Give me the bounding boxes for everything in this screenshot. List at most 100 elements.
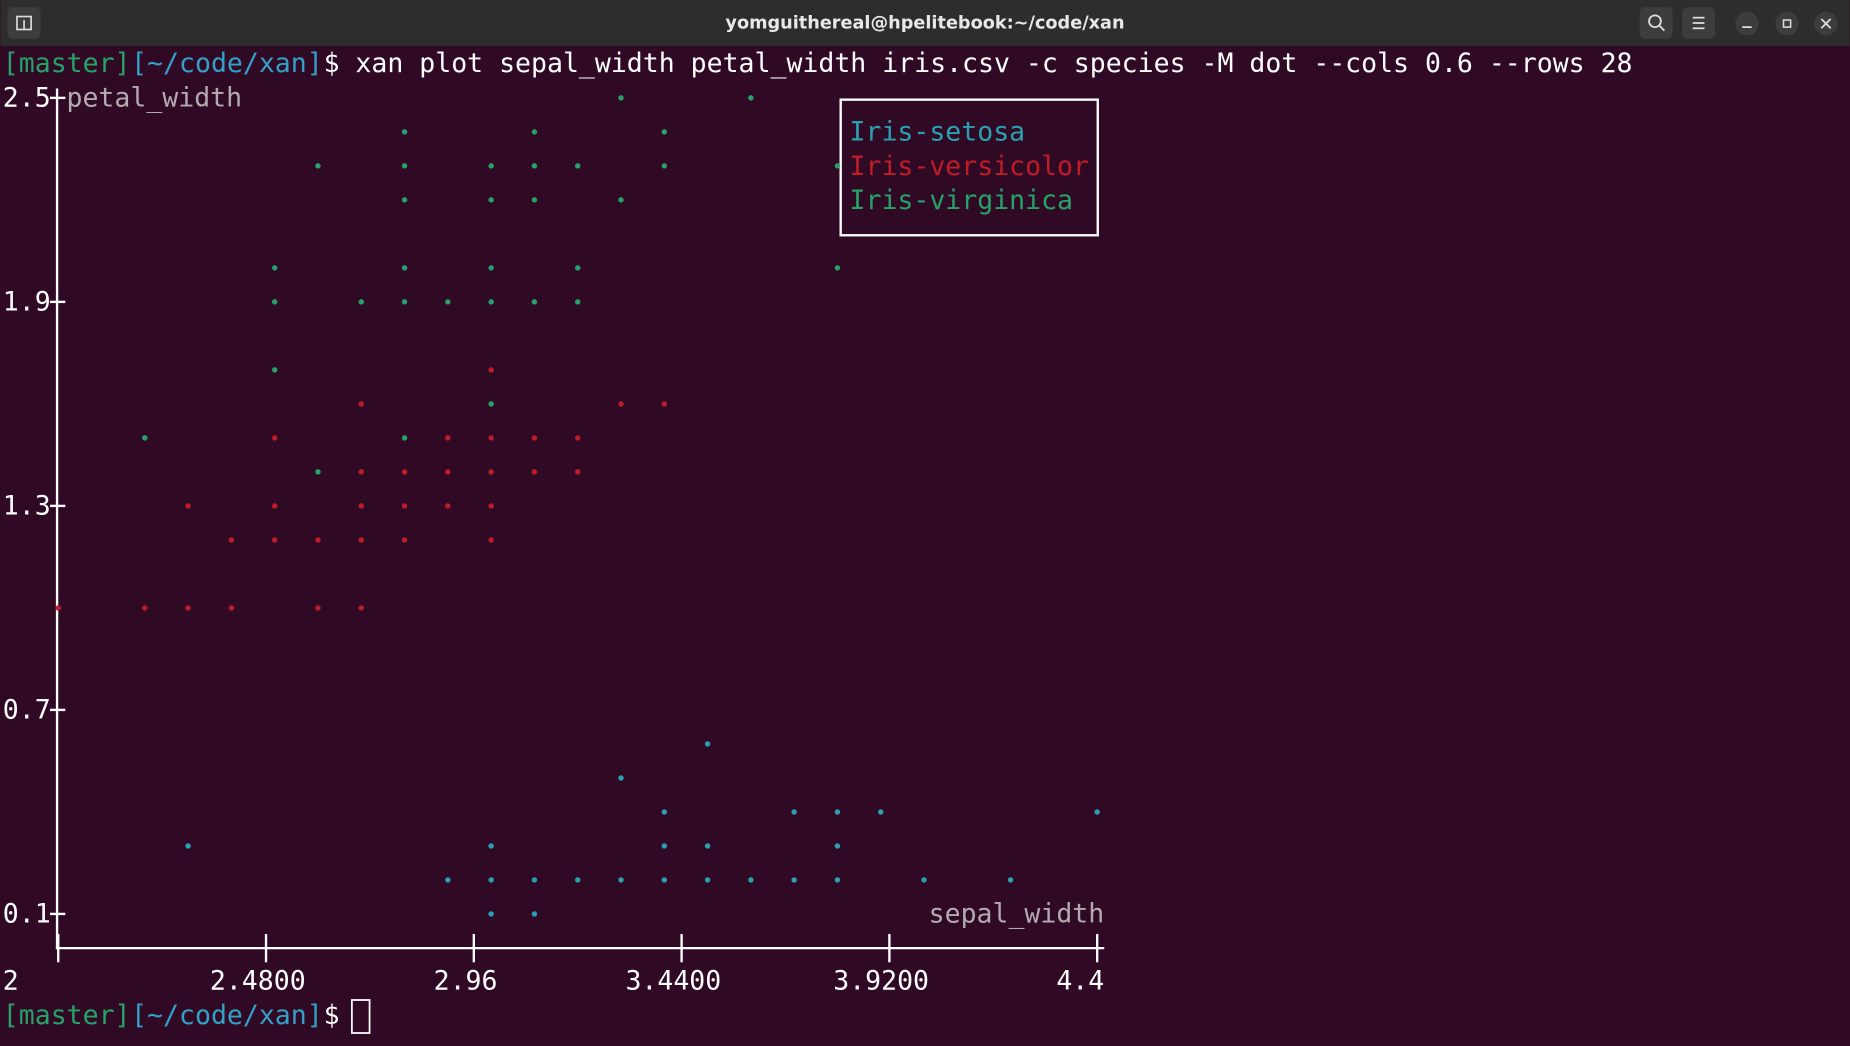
data-point [445, 299, 451, 305]
data-point [401, 299, 408, 305]
data-point [358, 401, 364, 407]
data-point [142, 435, 148, 441]
data-point [488, 435, 494, 441]
data-point [488, 367, 494, 373]
data-point [661, 163, 667, 169]
data-point [531, 877, 538, 883]
data-point [574, 469, 581, 475]
data-point [488, 469, 494, 475]
data-point [834, 843, 841, 849]
y-tick-label: 1.3 [3, 490, 51, 521]
data-point [878, 809, 884, 815]
prompt-dir: [~/code/xan] [131, 48, 323, 79]
data-point [315, 605, 321, 611]
data-point [834, 877, 841, 883]
x-axis-label: sepal_width [929, 898, 1105, 929]
data-point [271, 503, 278, 509]
data-point [488, 163, 494, 169]
data-point [574, 877, 581, 883]
legend-entry: Iris-setosa [850, 117, 1026, 148]
data-point [358, 605, 364, 611]
data-point [1094, 809, 1100, 815]
data-point [271, 299, 278, 305]
data-point [834, 265, 841, 271]
data-point [358, 469, 364, 475]
title-bar [0, 0, 1850, 46]
data-point [488, 197, 494, 203]
data-point [661, 129, 667, 135]
data-point [618, 877, 624, 883]
data-point [185, 605, 191, 611]
data-point [1007, 877, 1014, 883]
legend-box [839, 98, 1099, 237]
data-point [185, 503, 191, 509]
data-point [574, 163, 581, 169]
data-point [401, 197, 408, 203]
y-tick-label: 0.7 [3, 694, 51, 725]
data-point [401, 129, 408, 135]
prompt-symbol: $ [324, 48, 340, 79]
data-point [661, 877, 667, 883]
data-point [488, 299, 494, 305]
prompt-symbol: $ [324, 1000, 340, 1031]
data-point [358, 299, 364, 305]
data-point [704, 843, 711, 849]
cursor [350, 999, 371, 1034]
data-point [574, 299, 581, 305]
maximize-button[interactable] [1775, 11, 1799, 36]
data-point [271, 265, 278, 271]
data-point [445, 435, 451, 441]
data-point [618, 197, 624, 203]
data-point [315, 163, 321, 169]
data-point [531, 299, 538, 305]
data-point [618, 95, 624, 101]
y-tick-label: 0.1 [3, 898, 51, 929]
x-tick-label: 2.4800 [210, 966, 306, 997]
window-title: yomguithereal@hpelitebook:~/code/xan [725, 14, 1124, 34]
search-button[interactable] [1639, 7, 1673, 39]
data-point [445, 503, 451, 509]
data-point [315, 537, 321, 543]
close-button[interactable] [1814, 11, 1838, 36]
data-point [488, 911, 494, 917]
data-point [531, 435, 538, 441]
x-tick-label: 3.9200 [833, 966, 929, 997]
data-point [401, 469, 408, 475]
data-point [748, 877, 754, 883]
data-point [315, 469, 321, 475]
data-point [748, 95, 754, 101]
data-point [271, 537, 278, 543]
data-point [531, 129, 538, 135]
data-point [488, 537, 494, 543]
x-tick-label: 2.96 [434, 966, 498, 997]
data-point [531, 469, 538, 475]
data-point [55, 605, 61, 611]
data-point [488, 503, 494, 509]
data-point [358, 503, 364, 509]
data-point [661, 809, 667, 815]
data-point [531, 911, 538, 917]
data-point [185, 843, 191, 849]
data-point [271, 435, 278, 441]
x-tick-label: 2 [3, 966, 19, 997]
y-tick-label: 1.9 [3, 286, 51, 317]
minimize-button[interactable] [1735, 11, 1759, 36]
prompt-dir: [~/code/xan] [131, 1000, 323, 1031]
legend-entry: Iris-virginica [850, 185, 1073, 216]
command: xan plot sepal_width petal_width iris.cs… [355, 48, 1632, 79]
data-point [401, 163, 408, 169]
data-point [401, 265, 408, 271]
data-point [228, 537, 235, 543]
data-point [661, 401, 667, 407]
data-point [445, 877, 451, 883]
data-point [704, 877, 711, 883]
data-point [834, 809, 841, 815]
new-tab-button[interactable] [7, 7, 41, 39]
x-tick-label: 4.4 [1056, 966, 1104, 997]
data-point [401, 537, 408, 543]
data-point [445, 469, 451, 475]
menu-button[interactable] [1682, 7, 1716, 39]
